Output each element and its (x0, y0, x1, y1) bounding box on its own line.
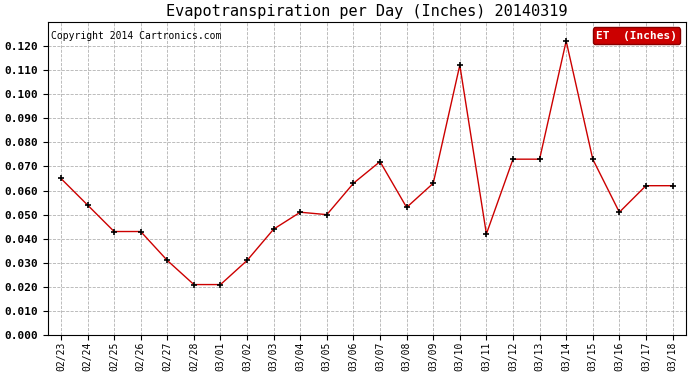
Legend: ET  (Inches): ET (Inches) (593, 27, 680, 44)
Text: Copyright 2014 Cartronics.com: Copyright 2014 Cartronics.com (51, 31, 221, 41)
Title: Evapotranspiration per Day (Inches) 20140319: Evapotranspiration per Day (Inches) 2014… (166, 4, 567, 19)
